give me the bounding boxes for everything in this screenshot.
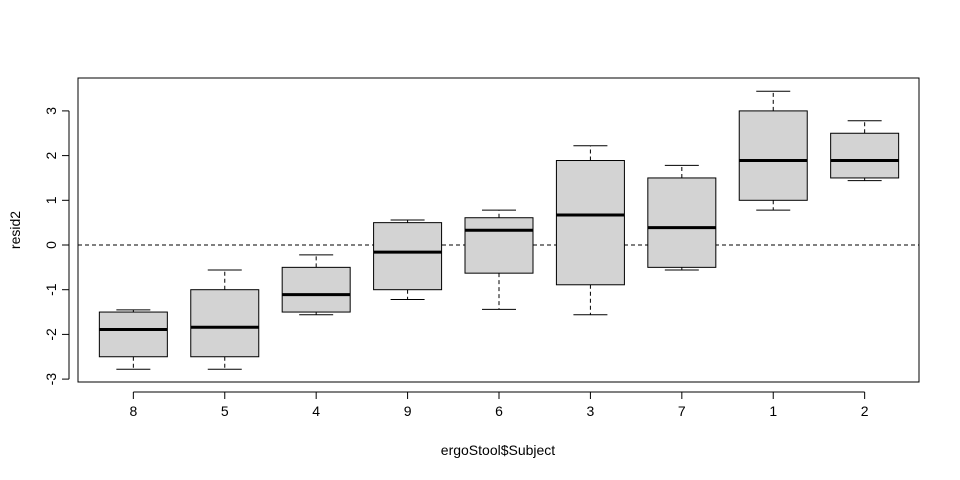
plot-frame [77,77,920,383]
box-4 [281,254,351,316]
x-tick-label: 7 [678,403,686,419]
x-tick-label: 6 [495,403,503,419]
box-3 [555,145,625,316]
box-iqr [373,222,443,291]
x-tick-label: 3 [587,403,595,419]
boxes-group [98,90,900,370]
x-tick-label: 2 [861,403,869,419]
y-tick-label: 3 [43,107,59,115]
y-axis-title: resid2 [7,211,23,249]
box-iqr [830,132,900,179]
box-8 [98,309,168,370]
x-tick-label: 4 [312,403,320,419]
y-tick-label: -2 [43,328,59,341]
box-7 [647,164,717,271]
box-iqr [98,311,168,358]
box-2 [830,120,900,182]
box-iqr [190,289,260,358]
y-tick-label: -3 [43,373,59,386]
box-iqr [464,217,534,274]
box-6 [464,209,534,310]
box-iqr [281,266,351,313]
x-axis-title: ergoStool$Subject [441,442,556,458]
box-5 [190,269,260,370]
y-tick-label: 2 [43,151,59,159]
box-1 [738,90,808,211]
box-iqr [555,160,625,286]
box-9 [373,219,443,301]
y-tick-label: 0 [43,241,59,249]
y-tick-label: -1 [43,283,59,296]
y-axis: -3 -2 -1 0 1 2 3 [43,107,70,386]
x-tick-label: 9 [404,403,412,419]
box-iqr [647,177,717,268]
x-axis: 8 5 4 9 6 3 7 1 2 [129,391,869,419]
box-iqr [738,110,808,201]
y-tick-label: 1 [43,196,59,204]
x-tick-label: 8 [129,403,137,419]
x-tick-label: 1 [769,403,777,419]
x-tick-label: 5 [221,403,229,419]
